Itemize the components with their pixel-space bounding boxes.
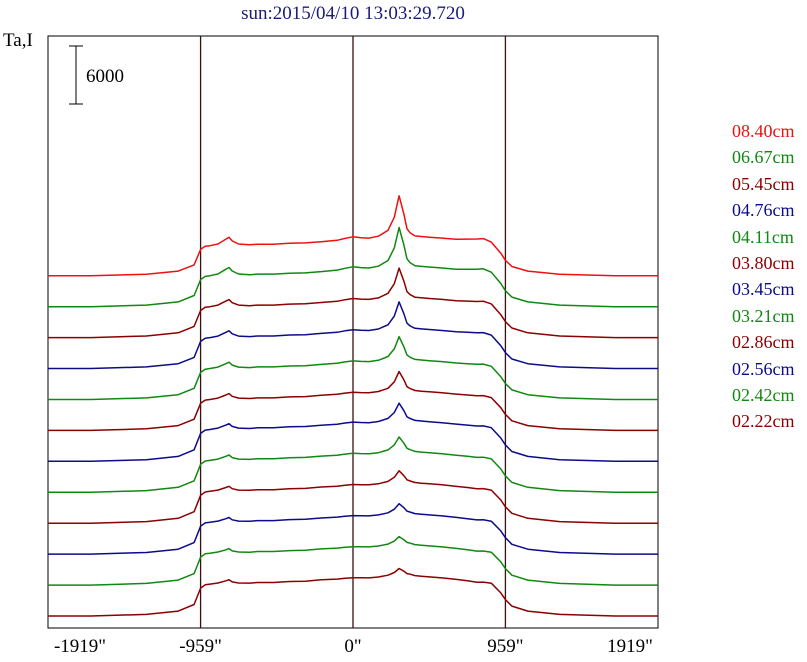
legend-item-1: 06.67cm bbox=[732, 147, 795, 168]
legend-item-4: 04.11cm bbox=[732, 226, 794, 247]
y-axis-label: Ta,I bbox=[3, 30, 33, 51]
x-tick-label-1: -959" bbox=[179, 636, 222, 657]
series-line-04.11cm bbox=[48, 335, 658, 401]
legend-item-11: 02.22cm bbox=[732, 411, 795, 432]
legend-item-8: 02.86cm bbox=[732, 332, 795, 353]
series-line-02.22cm bbox=[48, 567, 658, 617]
legend-item-6: 03.45cm bbox=[732, 279, 795, 300]
series-line-04.76cm bbox=[48, 301, 658, 370]
series-line-02.56cm bbox=[48, 502, 658, 555]
series-line-08.40cm bbox=[48, 195, 658, 277]
series-group bbox=[48, 195, 658, 617]
chart-title: sun:2015/04/10 13:03:29.720 bbox=[241, 3, 465, 24]
x-tick-label-2: 0" bbox=[344, 636, 362, 657]
series-line-03.80cm bbox=[48, 370, 658, 432]
legend-item-10: 02.42cm bbox=[732, 384, 795, 405]
legend-item-2: 05.45cm bbox=[732, 173, 795, 194]
scale-bar-label: 6000 bbox=[86, 66, 124, 87]
reference-lines bbox=[199, 36, 507, 628]
legend-item-9: 02.56cm bbox=[732, 358, 795, 379]
series-line-02.86cm bbox=[48, 470, 658, 524]
series-line-05.45cm bbox=[48, 267, 658, 339]
series-line-06.67cm bbox=[48, 226, 658, 308]
legend-item-7: 03.21cm bbox=[732, 305, 795, 326]
legend-item-0: 08.40cm bbox=[732, 121, 795, 141]
series-line-02.42cm bbox=[48, 535, 658, 586]
series-line-03.45cm bbox=[48, 402, 658, 463]
x-tick-label-0: -1919" bbox=[53, 636, 107, 657]
scale-bar: 6000 bbox=[69, 45, 124, 105]
x-tick-label-3: 959" bbox=[487, 636, 524, 657]
legend: 08.40cm 06.67cm 05.45cm 04.76cm 04.11cm 03.80… bbox=[732, 118, 795, 435]
legend-item-5: 03.80cm bbox=[732, 252, 795, 273]
x-tick-label-4: 1919" bbox=[607, 636, 653, 657]
series-line-03.21cm bbox=[48, 436, 658, 494]
legend-item-3: 04.76cm bbox=[732, 200, 795, 221]
